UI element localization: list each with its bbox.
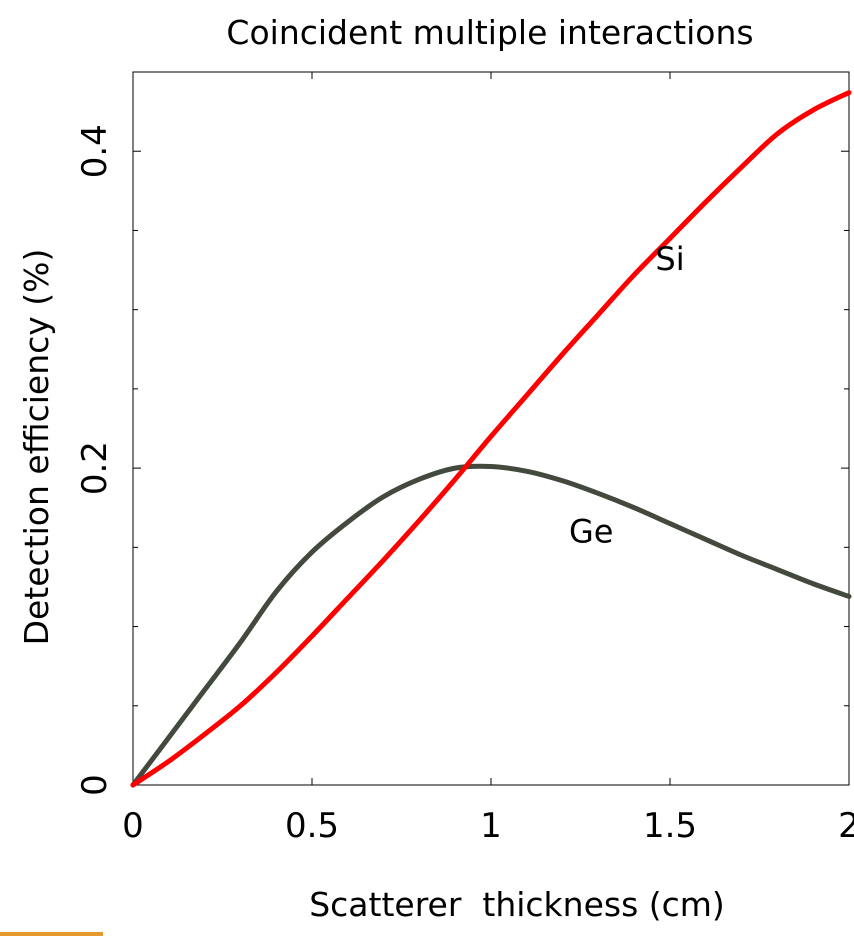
plot-area: 0 0.5 1 1.5 2 0 0.2 0.4 Si Ge [75, 71, 854, 846]
series-line-si [130, 90, 852, 788]
chart-title: Coincident multiple interactions [226, 13, 753, 52]
y-tick-label: 0.4 [75, 124, 115, 178]
x-tick-label: 2 [838, 806, 854, 846]
x-tick-label: 0 [122, 806, 144, 846]
series-annotation-si: Si [655, 240, 684, 278]
series-line-ge [130, 463, 852, 788]
y-tick-label: 0.2 [75, 441, 115, 495]
x-tick-label: 0.5 [285, 806, 339, 846]
series-annotation-ge: Ge [569, 513, 613, 551]
axis-ticks: 0 0.5 1 1.5 2 0 0.2 0.4 [75, 72, 854, 846]
series-lines [130, 90, 852, 788]
series-labels: Si Ge [569, 240, 685, 551]
y-tick-label: 0 [75, 774, 115, 796]
x-axis-label: Scatterer thickness (cm) [309, 885, 725, 924]
plot-frame [132, 71, 850, 786]
x-tick-label: 1 [480, 806, 502, 846]
y-axis-label: Detection efficiency (%) [17, 249, 56, 646]
x-tick-label: 1.5 [643, 806, 697, 846]
